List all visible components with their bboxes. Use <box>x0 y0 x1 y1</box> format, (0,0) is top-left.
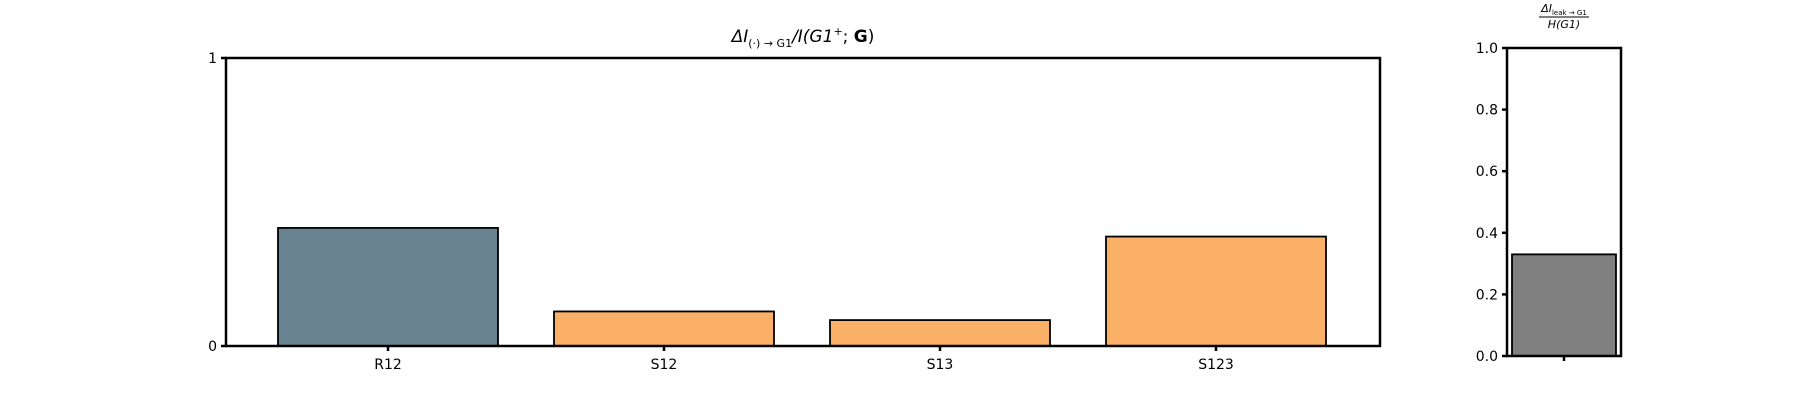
main-bar-chart: ΔI(·) → G1/I(G1+; G) R12 S12 S13 S123 0 1 <box>208 25 1382 373</box>
main-ytick-label: 0 <box>208 339 217 355</box>
leak-title-num: ΔI <box>1540 2 1552 15</box>
leak-ytick-label: 1.0 <box>1476 41 1498 57</box>
main-bar-r12 <box>277 227 499 347</box>
leak-ytick-label: 0.0 <box>1476 349 1498 365</box>
leak-ytick-label: 0.2 <box>1476 287 1498 303</box>
leak-ytick-label: 0.8 <box>1476 103 1498 119</box>
main-xtick-label: S12 <box>651 357 678 373</box>
leak-plot-frame <box>1505 46 1623 358</box>
leak-title-num-sub: leak → G1 <box>1552 9 1587 17</box>
main-xtick-label: S123 <box>1198 357 1234 373</box>
main-xtick-label: R12 <box>374 357 402 373</box>
title-bold-g: G <box>854 27 868 47</box>
main-ytick-label: 1 <box>208 51 217 67</box>
leak-title-numerator: ΔIleak → G1 <box>1540 2 1587 17</box>
title-subscript: (·) → G1 <box>748 37 792 50</box>
leak-ytick-label: 0.6 <box>1476 164 1498 180</box>
main-bar-s13 <box>829 319 1051 347</box>
title-close: ) <box>868 27 875 47</box>
main-plot-frame <box>224 56 1382 348</box>
title-delta: ΔI <box>730 27 749 47</box>
leak-chart-title: ΔIleak → G1 H(G1) <box>1539 2 1589 31</box>
title-semicolon: ; <box>843 27 854 47</box>
title-rest: /I(G1 <box>790 27 833 47</box>
leak-bar-0 <box>1511 253 1617 357</box>
main-xtick-label: S13 <box>927 357 954 373</box>
main-chart-title: ΔI(·) → G1/I(G1+; G) <box>730 25 875 50</box>
leak-title-denominator: H(G1) <box>1548 18 1580 31</box>
main-bar-s123 <box>1105 235 1327 347</box>
main-bar-s12 <box>553 310 775 347</box>
title-superscript: + <box>833 25 842 38</box>
leak-bar-chart: ΔIleak → G1 H(G1) 0.0 0.2 0.4 0.6 0.8 1.0 <box>1476 2 1623 365</box>
leak-ytick-label: 0.4 <box>1476 226 1498 242</box>
